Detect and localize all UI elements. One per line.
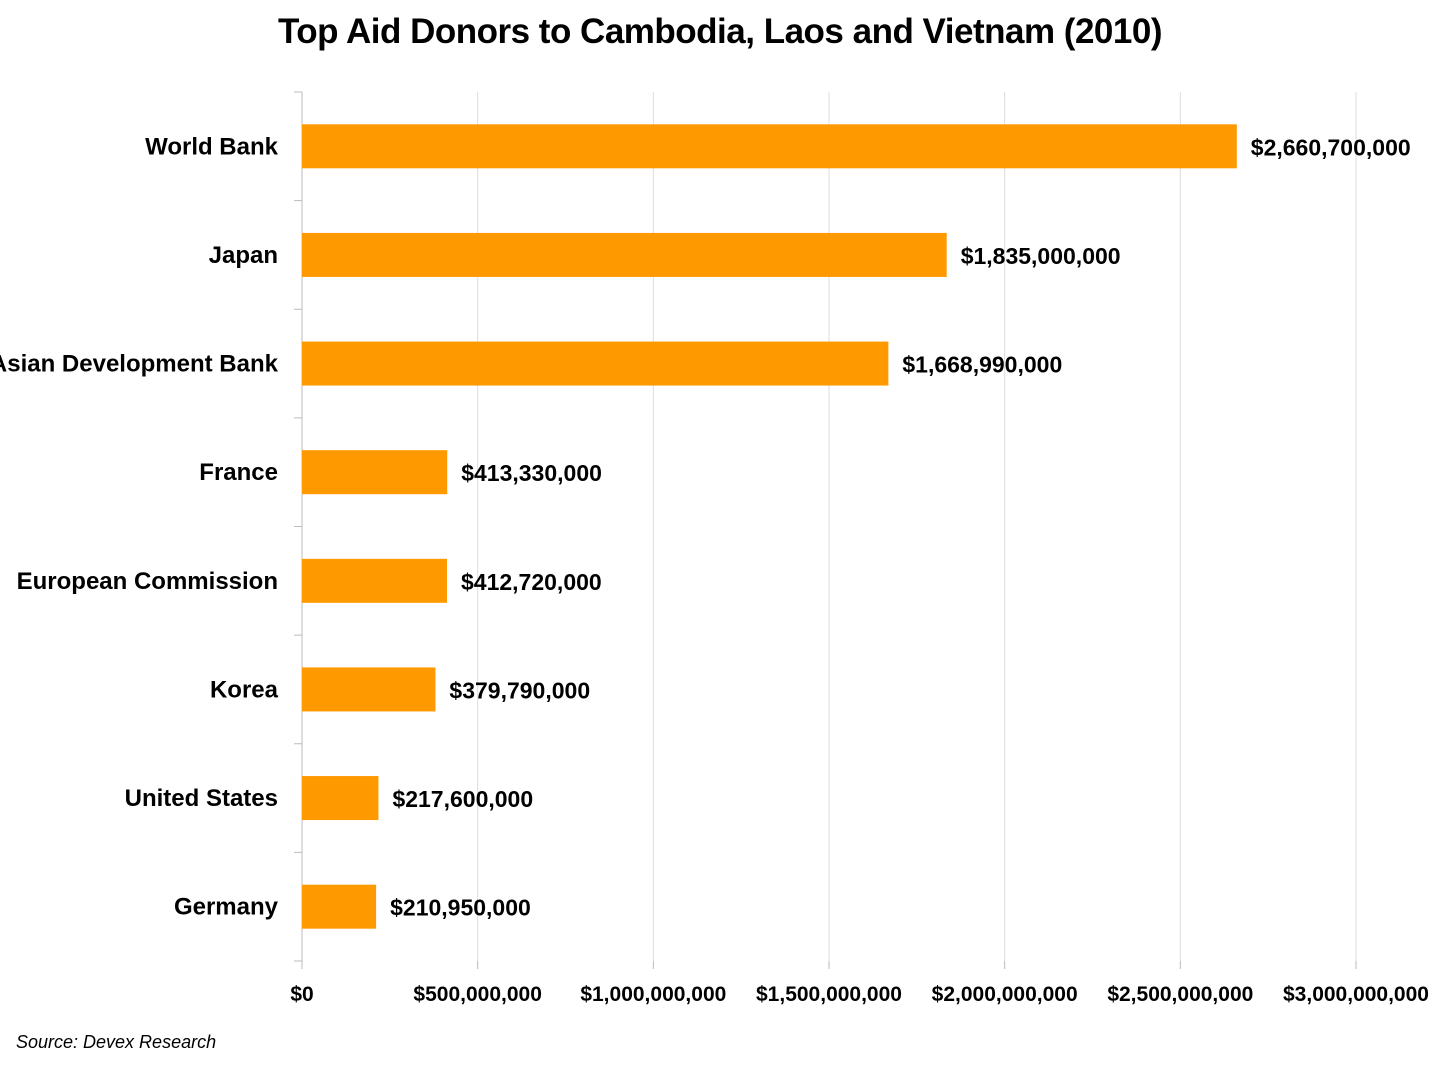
value-label: $1,835,000,000 [961, 243, 1121, 269]
bar [302, 341, 889, 386]
value-label: $2,660,700,000 [1251, 134, 1411, 160]
category-label: Asian Development Bank [0, 351, 279, 378]
source-note: Source: Devex Research [16, 1032, 217, 1052]
bar [302, 884, 377, 929]
axes [294, 91, 1357, 969]
x-tick-label: $2,000,000,000 [932, 983, 1078, 1006]
grid-lines [477, 92, 1357, 961]
bar [302, 667, 436, 712]
category-label: World Bank [145, 133, 279, 160]
bar [302, 124, 1237, 169]
bars [302, 124, 1237, 929]
bar [302, 232, 947, 277]
bar [302, 450, 448, 495]
x-tick-label: $2,500,000,000 [1107, 983, 1253, 1006]
x-tick-label: $3,000,000,000 [1283, 983, 1429, 1006]
value-label: $412,720,000 [461, 569, 602, 595]
x-tick-label: $1,000,000,000 [580, 983, 726, 1006]
value-label: $210,950,000 [390, 895, 531, 921]
value-label: $1,668,990,000 [902, 352, 1062, 378]
category-label: Germany [174, 894, 279, 921]
value-label: $379,790,000 [449, 677, 590, 703]
category-label: France [199, 459, 278, 486]
x-tick-label: $500,000,000 [413, 983, 541, 1006]
x-tick-label: $0 [290, 983, 313, 1006]
category-label: Korea [210, 676, 279, 703]
labels: $0 $500,000,000 $1,000,000,000 $1,500,000,0… [0, 133, 1429, 1006]
chart-title: Top Aid Donors to Cambodia, Laos and Vie… [278, 12, 1162, 51]
bar [302, 558, 448, 603]
category-label: European Commission [17, 568, 278, 595]
value-label: $217,600,000 [392, 786, 533, 812]
category-label: Japan [209, 242, 278, 269]
bar [302, 776, 379, 821]
value-label: $413,330,000 [461, 460, 602, 486]
category-label: United States [125, 785, 278, 812]
x-tick-label: $1,500,000,000 [756, 983, 902, 1006]
